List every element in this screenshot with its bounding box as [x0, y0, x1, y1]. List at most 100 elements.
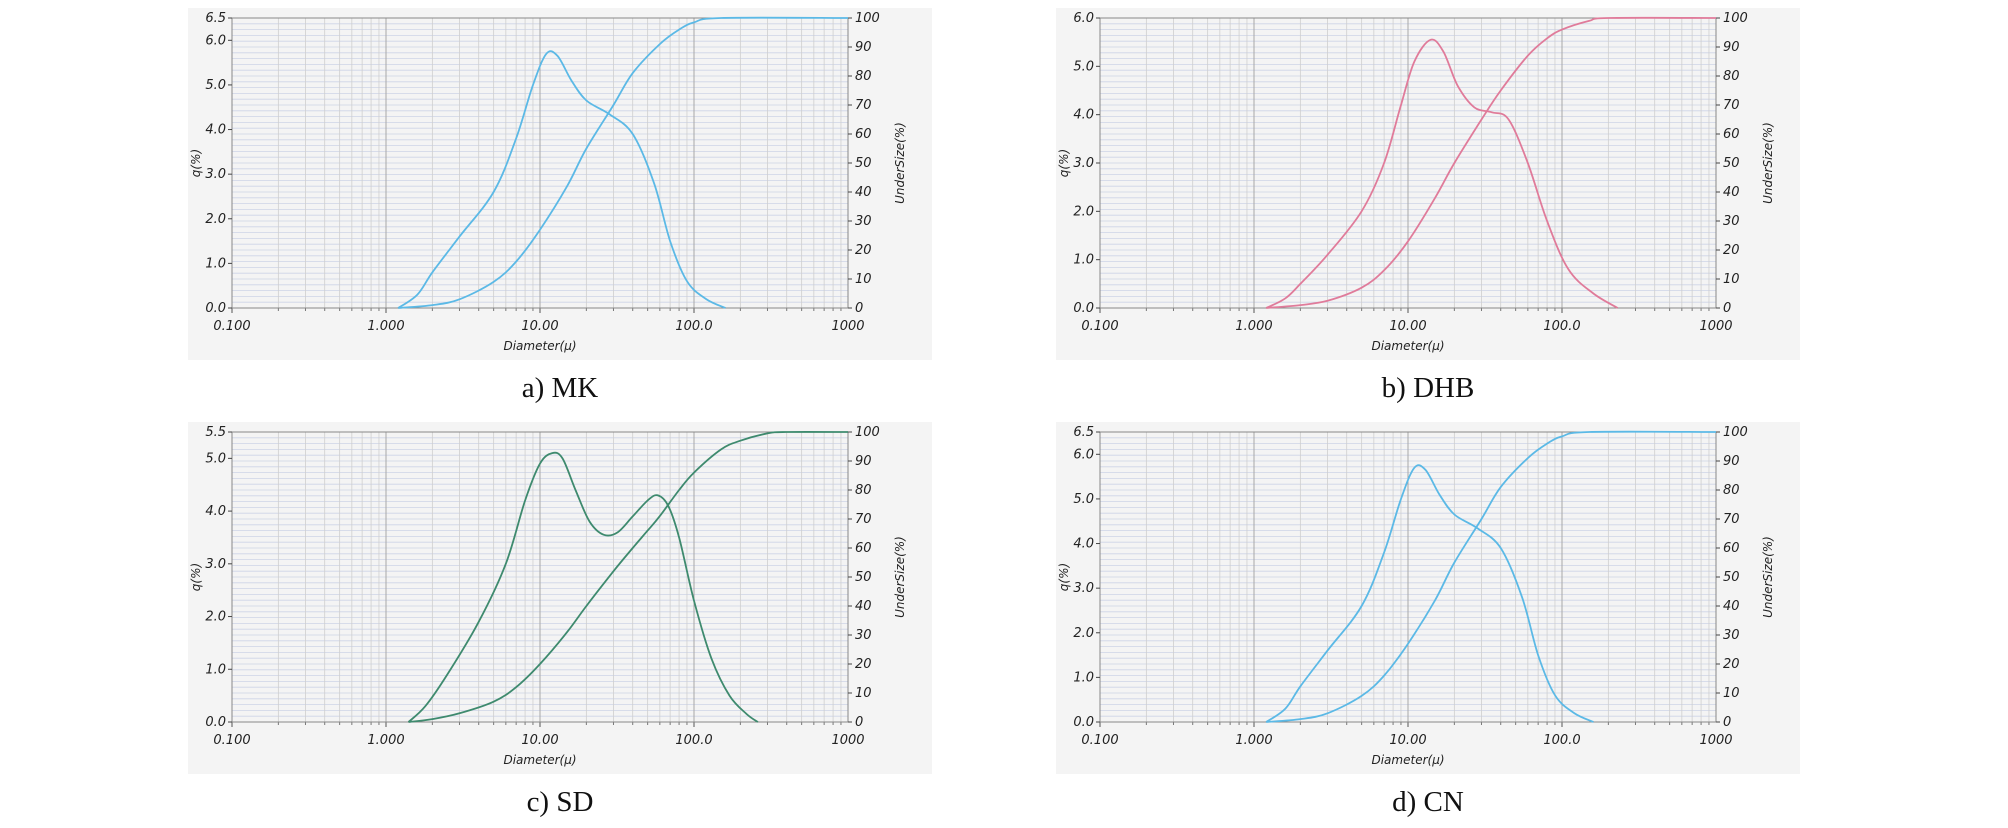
y-right-axis-title: UnderSize(%) [1761, 122, 1775, 204]
y-right-axis-title: UnderSize(%) [1761, 536, 1775, 618]
x-tick-label: 10.00 [521, 733, 558, 748]
y-right-tick-label: 90 [855, 454, 872, 469]
x-tick-label: 1000 [1699, 319, 1732, 334]
y-axis-left: 0.0 1.0 2.0 3.0 4.0 5.0 6.0 q(%) [1057, 11, 1100, 316]
x-tick-label: 10.00 [521, 319, 558, 334]
chart-svg-dhb: 0.100 1.000 10.00 100.0 1000Diameter(µ)0.01.… [1056, 8, 1800, 360]
frequency-curve [407, 451, 759, 723]
y-left-tick-label: 6.0 [1073, 447, 1094, 462]
x-tick-label: 1.000 [367, 733, 404, 748]
y-right-tick-label: 80 [1723, 483, 1740, 498]
x-tick-label: 0.100 [1081, 733, 1118, 748]
x-tick-label: 100.0 [675, 319, 712, 334]
y-left-tick-label: 3.0 [1073, 581, 1094, 596]
y-axis-right: 0 10 20 30 40 50 60 70 80 90 100 UnderSize(%) [848, 11, 907, 316]
x-axis: 0.100 1.000 10.00 100.0 1000 Diameter(µ) [1081, 733, 1732, 767]
y-right-tick-label: 30 [1723, 628, 1740, 643]
y-left-tick-label: 2.0 [205, 610, 226, 625]
y-right-tick-label: 60 [855, 127, 872, 142]
y-right-tick-label: 80 [855, 483, 872, 498]
y-left-tick-label: 6.0 [1073, 11, 1094, 26]
y-right-tick-label: 0 [855, 301, 863, 316]
x-tick-label: 10.00 [1389, 319, 1426, 334]
y-left-tick-label: 4.0 [1073, 537, 1094, 552]
vertical-grid [231, 18, 849, 313]
y-right-tick-label: 100 [855, 425, 880, 440]
y-right-tick-label: 40 [855, 599, 872, 614]
y-right-tick-label: 50 [855, 156, 872, 171]
frequency-curve [1265, 38, 1619, 309]
x-tick-label: 1.000 [1235, 733, 1272, 748]
y-right-tick-label: 80 [1723, 69, 1740, 84]
x-tick-label: 10.00 [1389, 733, 1426, 748]
y-right-tick-label: 40 [1723, 185, 1740, 200]
y-left-tick-label: 5.0 [205, 78, 226, 93]
y-left-axis-title: q(%) [1057, 563, 1071, 591]
y-right-tick-label: 50 [855, 570, 872, 585]
y-left-tick-label: 3.0 [205, 557, 226, 572]
frequency-curve [397, 50, 726, 309]
chart-svg-sd: 0.100 1.000 10.00 100.0 1000Diameter(µ)0.01.… [188, 422, 932, 774]
cumulative-undersize-curve [398, 16, 849, 309]
y-axis-left: 0.0 1.0 2.0 3.0 4.0 5.0 6.0 6.5 q(%) [189, 11, 232, 316]
y-left-tick-label: 6.5 [1073, 425, 1094, 440]
y-right-tick-label: 10 [855, 686, 872, 701]
y-left-tick-label: 4.0 [205, 123, 226, 138]
y-right-tick-label: 70 [855, 512, 872, 527]
y-right-tick-label: 10 [1723, 272, 1740, 287]
chart-caption: c) SD [526, 786, 594, 818]
x-axis: 0.100 1.000 10.00 100.0 1000 Diameter(µ) [213, 319, 864, 353]
y-left-tick-label: 1.0 [205, 662, 226, 677]
chart-caption: d) CN [1392, 786, 1464, 818]
panel-background [188, 422, 932, 774]
y-left-tick-label: 0.0 [1073, 301, 1094, 316]
y-axis-left: 0.0 1.0 2.0 3.0 4.0 5.0 6.0 6.5 q(%) [1057, 425, 1100, 730]
x-axis: 0.100 1.000 10.00 100.0 1000 Diameter(µ) [1081, 319, 1732, 353]
y-left-tick-label: 1.0 [1073, 670, 1094, 685]
y-right-tick-label: 0 [1723, 301, 1731, 316]
y-right-tick-label: 20 [855, 243, 872, 258]
y-left-tick-label: 0.0 [205, 301, 226, 316]
y-left-tick-label: 6.5 [205, 11, 226, 26]
frequency-curve [1265, 464, 1594, 723]
y-right-tick-label: 60 [1723, 127, 1740, 142]
y-left-tick-label: 5.0 [1073, 59, 1094, 74]
y-axis-right: 0 10 20 30 40 50 60 70 80 90 100 UnderSize(%) [1716, 425, 1775, 730]
chart-panel-dhb: 0.100 1.000 10.00 100.0 1000 Diameter(µ) 0.0 1.… [1048, 0, 1808, 410]
y-left-tick-label: 4.0 [1073, 108, 1094, 123]
y-right-axis-title: UnderSize(%) [893, 536, 907, 618]
x-tick-label: 1.000 [367, 319, 404, 334]
y-axis-left: 0.0 1.0 2.0 3.0 4.0 5.0 5.5 q(%) [189, 425, 232, 730]
y-left-axis-title: q(%) [1057, 149, 1071, 177]
y-right-tick-label: 30 [855, 214, 872, 229]
y-left-tick-label: 2.0 [1073, 204, 1094, 219]
x-tick-label: 1.000 [1235, 319, 1272, 334]
y-right-tick-label: 30 [1723, 214, 1740, 229]
y-right-tick-label: 30 [855, 628, 872, 643]
chart-panel-mk: 0.100 1.000 10.00 100.0 1000 Diameter(µ) 0.0 1.… [180, 0, 940, 410]
x-tick-label: 0.100 [213, 319, 250, 334]
chart-panel-cn: 0.100 1.000 10.00 100.0 1000 Diameter(µ) 0.0 1.… [1048, 414, 1808, 824]
y-right-tick-label: 100 [855, 11, 880, 26]
x-tick-label: 1000 [1699, 733, 1732, 748]
x-axis-title: Diameter(µ) [503, 753, 576, 767]
y-left-tick-label: 3.0 [205, 167, 226, 182]
x-tick-label: 100.0 [1543, 319, 1580, 334]
x-tick-label: 100.0 [675, 733, 712, 748]
y-left-tick-label: 5.0 [1073, 492, 1094, 507]
y-right-tick-label: 100 [1723, 425, 1748, 440]
x-tick-label: 100.0 [1543, 733, 1580, 748]
y-left-tick-label: 3.0 [1073, 156, 1094, 171]
y-right-tick-label: 10 [1723, 686, 1740, 701]
chart-svg-cn: 0.100 1.000 10.00 100.0 1000Diameter(µ)0.01.… [1056, 422, 1800, 774]
y-left-tick-label: 5.5 [205, 425, 226, 440]
y-right-tick-label: 20 [1723, 657, 1740, 672]
y-right-tick-label: 20 [855, 657, 872, 672]
y-right-tick-label: 90 [1723, 454, 1740, 469]
y-right-tick-label: 90 [855, 40, 872, 55]
x-axis: 0.100 1.000 10.00 100.0 1000 Diameter(µ) [213, 733, 864, 767]
x-axis-title: Diameter(µ) [1371, 753, 1444, 767]
chart-svg-mk: 0.100 1.000 10.00 100.0 1000Diameter(µ)0.01.… [188, 8, 932, 360]
y-right-tick-label: 100 [1723, 11, 1748, 26]
panel-background [188, 8, 932, 360]
